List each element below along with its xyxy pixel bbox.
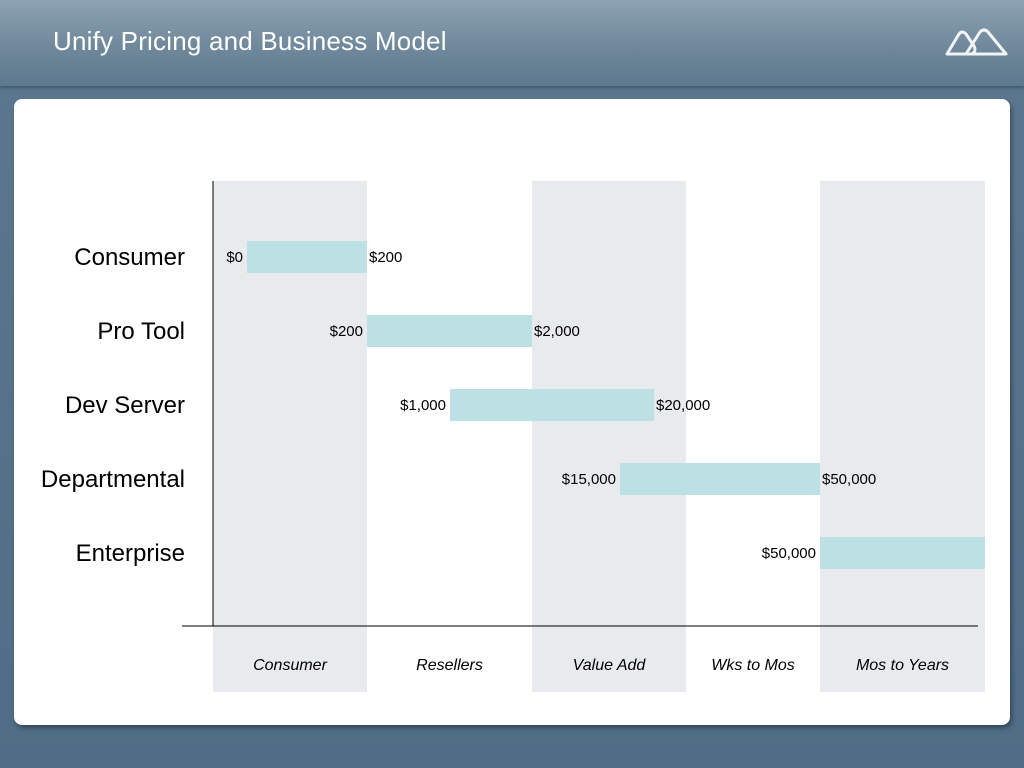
low-value-label-pro-tool: $200 xyxy=(330,323,363,340)
chart-panel: Consumer Pro Tool Dev Server Departmental En… xyxy=(14,99,1010,725)
range-bar-chart: Consumer Pro Tool Dev Server Departmental En… xyxy=(41,181,985,692)
row-label-pro-tool: Pro Tool xyxy=(97,318,185,345)
mountains-logo-icon xyxy=(945,28,1008,56)
high-value-label-consumer: $200 xyxy=(369,249,402,266)
range-bar-consumer xyxy=(247,241,367,273)
column-band-mos-to-years xyxy=(820,181,985,692)
column-band-value-add xyxy=(532,181,686,692)
row-label-departmental: Departmental xyxy=(41,466,185,493)
column-label-value-add: Value Add xyxy=(573,657,647,674)
row-label-consumer: Consumer xyxy=(74,244,185,271)
slide-title: Unify Pricing and Business Model xyxy=(53,26,447,56)
column-label-mos-to-years: Mos to Years xyxy=(856,657,949,674)
column-label-consumer: Consumer xyxy=(253,657,327,674)
column-label-wks-to-mos: Wks to Mos xyxy=(711,657,795,674)
high-value-label-pro-tool: $2,000 xyxy=(534,323,580,340)
low-value-label-enterprise: $50,000 xyxy=(762,545,816,562)
row-label-enterprise: Enterprise xyxy=(76,540,185,567)
column-label-resellers: Resellers xyxy=(416,657,483,674)
title-bar: Unify Pricing and Business Model xyxy=(0,0,1024,86)
low-value-label-consumer: $0 xyxy=(226,249,243,266)
low-value-label-departmental: $15,000 xyxy=(562,471,616,488)
row-label-dev-server: Dev Server xyxy=(65,392,185,419)
range-bar-enterprise xyxy=(820,537,985,569)
range-bar-pro-tool xyxy=(367,315,532,347)
high-value-label-dev-server: $20,000 xyxy=(656,397,710,414)
high-value-label-departmental: $50,000 xyxy=(822,471,876,488)
range-bar-dev-server xyxy=(450,389,654,421)
low-value-label-dev-server: $1,000 xyxy=(400,397,446,414)
range-bar-departmental xyxy=(620,463,820,495)
